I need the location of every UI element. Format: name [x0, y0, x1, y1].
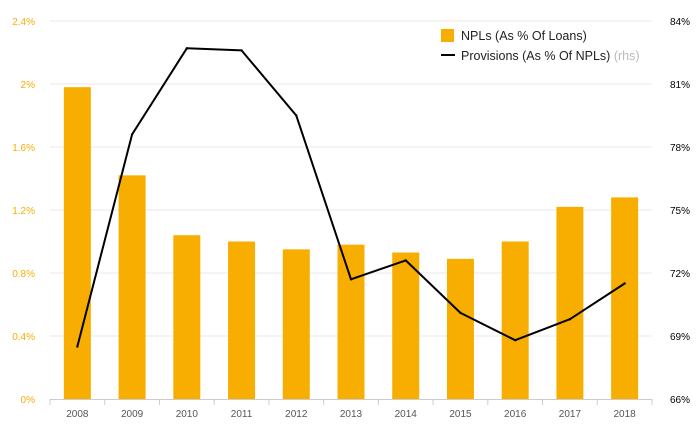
bar-2016 [501, 241, 529, 399]
legend-label-provisions-suffix: (rhs) [614, 49, 640, 63]
left-y-tick-label: 0% [21, 395, 36, 406]
bar-2012 [282, 249, 310, 399]
right-y-axis: 66% 69% 72% 75% 78% 81% 84% [670, 17, 690, 406]
bar-2017 [556, 206, 584, 399]
line-point-2016 [513, 339, 517, 342]
gridlines [50, 20, 652, 337]
line-point-2018 [623, 282, 626, 285]
line-point-2017 [568, 318, 572, 321]
left-y-tick-label: 1.6% [12, 143, 35, 154]
legend: NPLs (As % Of Loans) Provisions (As % Of… [441, 29, 640, 63]
bar-2011 [228, 241, 256, 399]
left-y-tick-label: 0.4% [12, 332, 35, 343]
line-point-2010 [185, 47, 189, 50]
line-point-2008 [76, 345, 79, 348]
legend-label-provisions: Provisions (As % Of NPLs) (rhs) [461, 49, 640, 63]
bar-series [63, 87, 639, 400]
x-tick-label: 2014 [395, 409, 418, 420]
line-point-2009 [130, 133, 134, 136]
bar-2009 [118, 175, 146, 399]
x-tick-label: 2011 [231, 409, 253, 420]
right-y-tick-label: 84% [670, 17, 690, 28]
line-point-2012 [295, 114, 298, 117]
bar-2013 [337, 244, 365, 399]
line-point-2015 [459, 311, 462, 315]
line-point-2014 [404, 259, 407, 262]
left-y-tick-label: 1.2% [12, 206, 35, 217]
right-y-tick-label: 81% [670, 80, 690, 91]
bar-2015 [446, 258, 474, 399]
right-y-tick-label: 75% [670, 206, 690, 217]
x-tick-label: 2008 [66, 409, 89, 420]
bar-2010 [173, 235, 201, 399]
left-y-tick-label: 2.4% [12, 17, 35, 28]
x-tick-label: 2017 [559, 409, 582, 420]
x-tick-label: 2010 [176, 409, 199, 420]
bar-2014 [392, 252, 420, 399]
x-tick-label: 2015 [449, 409, 472, 420]
right-y-tick-label: 78% [670, 143, 690, 154]
left-y-tick-label: 0.8% [12, 269, 35, 280]
left-y-tick-label: 2% [21, 80, 36, 91]
x-tick-label: 2016 [504, 409, 527, 420]
line-point-2013 [349, 278, 353, 281]
x-axis: 2008 2009 2010 2011 2012 2013 2014 2015 2016 2017… [49, 399, 653, 420]
legend-swatch-npls [441, 29, 454, 42]
left-y-axis: 0% 0.4% 0.8% 1.2% 1.6% 2% 2.4% [12, 17, 35, 406]
x-tick-label: 2009 [121, 409, 144, 420]
bar-2008 [63, 87, 91, 400]
line-series [76, 47, 626, 348]
legend-label-provisions-name: Provisions (As % Of NPLs) [461, 49, 610, 63]
x-tick-label: 2018 [614, 409, 637, 420]
x-tick-label: 2012 [285, 409, 308, 420]
right-y-tick-label: 66% [670, 395, 690, 406]
right-y-tick-label: 72% [670, 269, 690, 280]
right-y-tick-label: 69% [670, 332, 690, 343]
legend-label-npls: NPLs (As % Of Loans) [461, 29, 587, 43]
bar-2018 [611, 197, 639, 399]
line-point-2011 [240, 49, 243, 52]
x-tick-label: 2013 [340, 409, 363, 420]
